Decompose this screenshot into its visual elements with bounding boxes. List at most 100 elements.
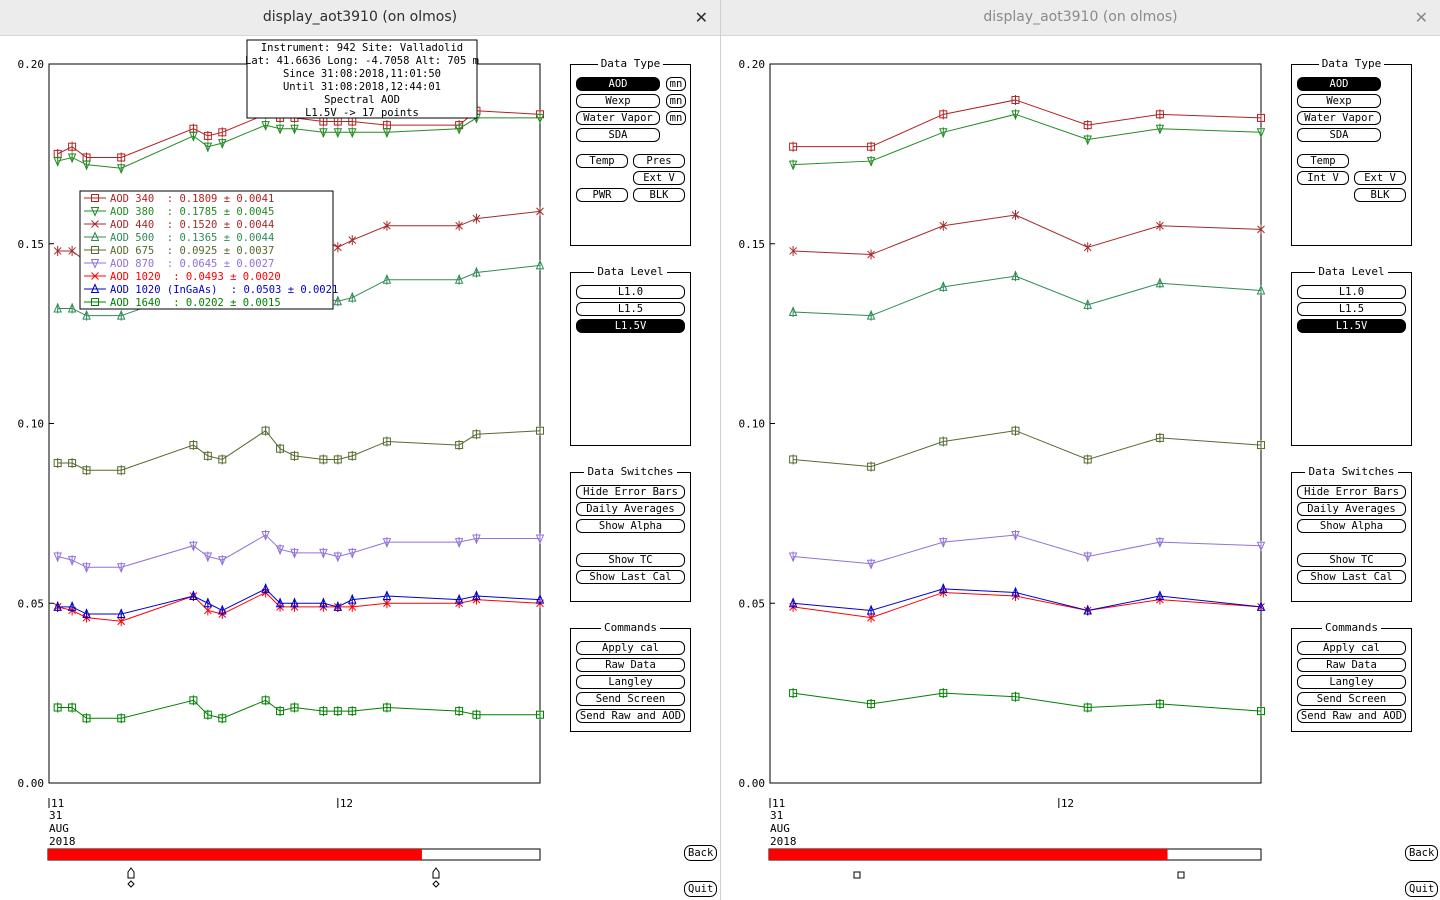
mn-button-aod[interactable]: mn xyxy=(666,77,686,91)
water-vapor-button[interactable]: Water Vapor xyxy=(576,111,660,125)
triangle-up-marker xyxy=(1155,590,1165,601)
series-aod-1640 xyxy=(53,695,544,724)
l1-5-button[interactable]: L1.5 xyxy=(576,302,685,316)
ext-v-button[interactable]: Ext V xyxy=(633,171,685,185)
x-marker xyxy=(867,613,875,622)
triangle-up-marker xyxy=(67,601,77,611)
int-v-button[interactable]: Int V xyxy=(1297,171,1349,185)
square-marker xyxy=(1155,433,1164,442)
back-button[interactable]: Back xyxy=(1405,845,1439,861)
x-marker xyxy=(383,221,391,230)
x-marker xyxy=(91,272,99,280)
show-alpha-button[interactable]: Show Alpha xyxy=(576,519,685,533)
show-tc-button[interactable]: Show TC xyxy=(1297,553,1406,567)
data-level-panel: Data Level L1.0 L1.5 L1.5V xyxy=(1291,265,1412,446)
aod-chart: 0.200.150.100.050.00111231AUG2018Instrum… xyxy=(739,58,1266,879)
mn-button-water-vapor[interactable]: mn xyxy=(666,111,686,125)
legend-label: AOD 500 xyxy=(110,232,154,244)
triangle-down-marker xyxy=(939,538,948,548)
show-last-cal-button[interactable]: Show Last Cal xyxy=(1297,570,1406,584)
triangle-up-marker xyxy=(67,302,77,313)
l1-5v-button[interactable]: L1.5V xyxy=(576,319,685,333)
square-marker xyxy=(218,455,227,464)
wexp-button[interactable]: Wexp xyxy=(576,94,660,108)
square-marker xyxy=(382,437,391,446)
l1-0-button[interactable]: L1.0 xyxy=(1297,285,1406,299)
triangle-down-marker xyxy=(67,556,77,566)
square-marker xyxy=(1011,95,1020,104)
blk-button[interactable]: BLK xyxy=(633,188,685,202)
apply-cal-button[interactable]: Apply cal xyxy=(1297,641,1406,655)
apply-cal-button[interactable]: Apply cal xyxy=(576,641,685,655)
triangle-down-marker xyxy=(116,563,126,574)
ext-v-button[interactable]: Ext V xyxy=(1354,171,1406,185)
show-alpha-button[interactable]: Show Alpha xyxy=(1297,519,1406,533)
triangle-down-marker xyxy=(1011,530,1020,541)
square-marker xyxy=(348,451,357,460)
aod-button[interactable]: AOD xyxy=(1297,77,1381,91)
data-switches-title: Data Switches xyxy=(1305,465,1398,478)
legend-stat: : 0.0202 ± 0.0015 xyxy=(173,297,280,309)
triangle-up-marker xyxy=(348,593,357,604)
x-marker xyxy=(472,214,481,223)
send-raw-and-aod-button[interactable]: Send Raw and AOD xyxy=(1297,709,1406,723)
triangle-down-marker xyxy=(348,548,357,559)
raw-data-button[interactable]: Raw Data xyxy=(576,658,685,672)
l1-0-button[interactable]: L1.0 xyxy=(576,285,685,299)
l1-5v-button[interactable]: L1.5V xyxy=(1297,319,1406,333)
sda-button[interactable]: SDA xyxy=(576,128,660,142)
back-button[interactable]: Back xyxy=(684,845,718,861)
l1-5-button[interactable]: L1.5 xyxy=(1297,302,1406,316)
date-label: 2018 xyxy=(49,835,76,848)
window-titlebar[interactable]: display_aot3910 (on olmos) ✕ xyxy=(721,0,1440,36)
pwr-button[interactable]: PWR xyxy=(576,188,628,202)
triangle-down-marker xyxy=(261,530,270,541)
pres-button[interactable]: Pres xyxy=(633,154,685,168)
langley-button[interactable]: Langley xyxy=(1297,675,1406,689)
quit-button[interactable]: Quit xyxy=(1405,881,1439,897)
x-tick-label: 12 xyxy=(340,797,353,810)
raw-data-button[interactable]: Raw Data xyxy=(1297,658,1406,672)
square-marker xyxy=(82,714,91,723)
sda-button[interactable]: SDA xyxy=(1297,128,1381,142)
x-marker xyxy=(383,599,391,608)
window-titlebar[interactable]: display_aot3910 (on olmos) ✕ xyxy=(0,0,720,36)
close-icon[interactable]: ✕ xyxy=(1414,8,1428,27)
triangle-up-marker xyxy=(53,601,62,611)
temp-button[interactable]: Temp xyxy=(576,154,628,168)
show-tc-button[interactable]: Show TC xyxy=(576,553,685,567)
send-raw-and-aod-button[interactable]: Send Raw and AOD xyxy=(576,709,685,723)
daily-averages-button[interactable]: Daily Averages xyxy=(576,502,685,516)
water-vapor-button[interactable]: Water Vapor xyxy=(1297,111,1381,125)
wexp-button[interactable]: Wexp xyxy=(1297,94,1381,108)
send-screen-button[interactable]: Send Screen xyxy=(576,692,685,706)
date-label: AUG xyxy=(49,822,69,835)
square-marker xyxy=(536,710,544,719)
blk-button[interactable]: BLK xyxy=(1354,188,1406,202)
square-marker xyxy=(218,714,227,723)
triangle-up-marker xyxy=(1011,586,1020,597)
show-last-cal-button[interactable]: Show Last Cal xyxy=(576,570,685,584)
triangle-down-marker xyxy=(535,534,545,545)
temp-button[interactable]: Temp xyxy=(1297,154,1349,168)
close-icon[interactable]: ✕ xyxy=(694,8,708,27)
hide-error-bars-button[interactable]: Hide Error Bars xyxy=(1297,485,1406,499)
send-screen-button[interactable]: Send Screen xyxy=(1297,692,1406,706)
aod-button[interactable]: AOD xyxy=(576,77,660,91)
triangle-up-marker xyxy=(382,590,392,601)
triangle-up-marker xyxy=(90,283,100,293)
series-aod-675 xyxy=(53,425,544,476)
triangle-up-marker xyxy=(348,291,357,302)
data-type-panel: Data Type AOD Wexp Water Vapor SDA Temp … xyxy=(1291,57,1412,246)
daily-averages-button[interactable]: Daily Averages xyxy=(1297,502,1406,516)
mn-button-wexp[interactable]: mn xyxy=(666,94,686,108)
x-marker xyxy=(1011,211,1020,219)
x-marker xyxy=(1083,243,1092,252)
quit-button[interactable]: Quit xyxy=(684,881,718,897)
hide-error-bars-button[interactable]: Hide Error Bars xyxy=(576,485,685,499)
triangle-up-marker xyxy=(333,295,343,306)
triangle-up-marker xyxy=(333,601,343,611)
langley-button[interactable]: Langley xyxy=(576,675,685,689)
x-marker xyxy=(117,617,126,626)
series-aod-380 xyxy=(53,112,545,175)
